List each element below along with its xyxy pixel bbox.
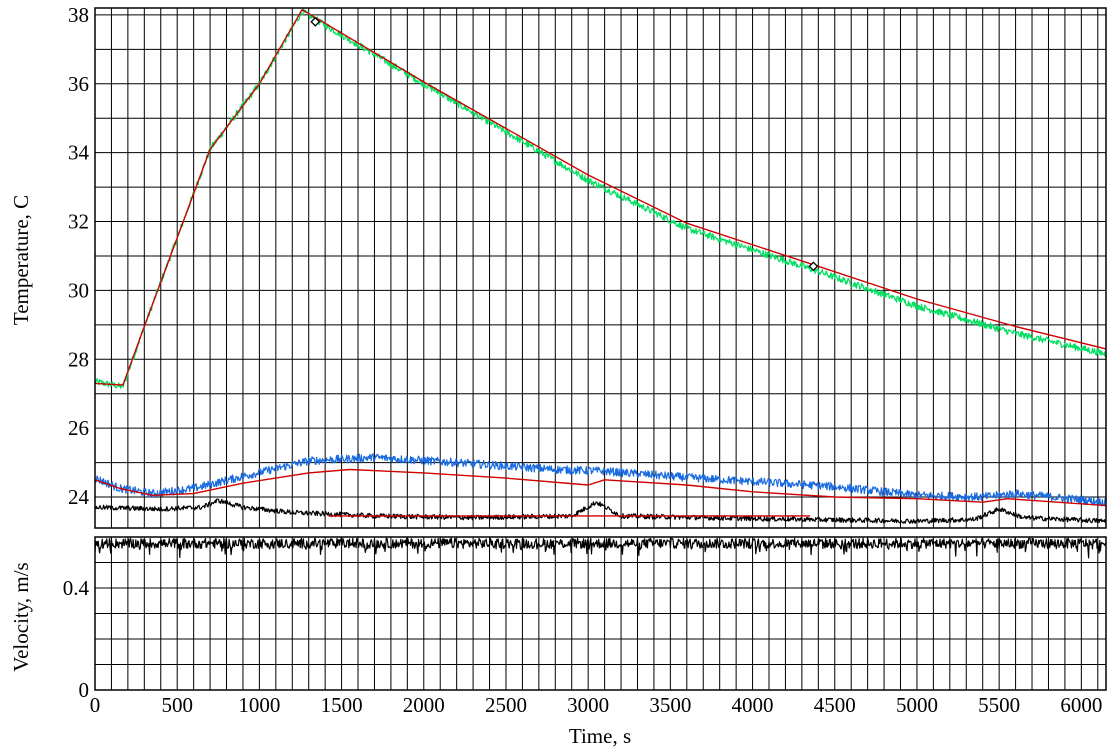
velocity-y-axis-label: Velocity, m/s (9, 562, 33, 671)
x-tick-label: 3500 (649, 693, 691, 717)
temperature-y-tick-label: 34 (68, 141, 90, 165)
x-tick-label: 1000 (238, 693, 280, 717)
temperature-y-tick-label: 36 (68, 72, 89, 96)
temperature-marker-point (310, 16, 321, 27)
temperature-series-line-3 (94, 468, 1107, 507)
velocity-panel: 0 0.4 0 500 1000 1500 2000 2500 3000 3500 4000 4500… (63, 536, 1107, 717)
temperature-y-tick-label: 26 (68, 416, 89, 440)
x-tick-label: 0 (90, 693, 101, 717)
x-tick-label: 500 (161, 693, 193, 717)
temperature-marker-point (808, 261, 819, 272)
x-tick-label: 5500 (978, 693, 1020, 717)
temperature-panel: 24 26 28 30 32 34 36 38 (68, 3, 1107, 529)
velocity-plot-frame (94, 536, 1107, 691)
temperature-y-tick-label: 24 (68, 485, 90, 509)
x-tick-label: 4000 (732, 693, 774, 717)
velocity-y-tick-label: 0 (79, 678, 90, 702)
temperature-series-line-2 (94, 453, 1107, 507)
x-tick-label: 6000 (1060, 693, 1102, 717)
temperature-plot-frame (94, 7, 1107, 529)
temperature-y-axis-label: Temperature, C (9, 195, 33, 325)
velocity-series-line-0 (94, 537, 1107, 559)
temperature-y-tick-label: 28 (68, 347, 89, 371)
velocity-y-tick-label: 0.4 (63, 576, 90, 600)
x-tick-label: 3000 (567, 693, 609, 717)
x-tick-label: 5000 (896, 693, 938, 717)
x-tick-label: 4500 (814, 693, 856, 717)
x-tick-label: 1500 (321, 693, 363, 717)
temperature-y-tick-label: 38 (68, 3, 89, 27)
temperature-y-tick-label: 30 (68, 278, 89, 302)
temperature-series-line-4 (94, 498, 1107, 524)
time-x-axis-label: Time, s (569, 724, 631, 748)
temperature-series-line-0 (94, 8, 1106, 389)
temperature-series-line-1 (94, 9, 1107, 386)
x-tick-label: 2500 (485, 693, 527, 717)
x-tick-label: 2000 (403, 693, 445, 717)
temperature-y-tick-label: 32 (68, 210, 89, 234)
